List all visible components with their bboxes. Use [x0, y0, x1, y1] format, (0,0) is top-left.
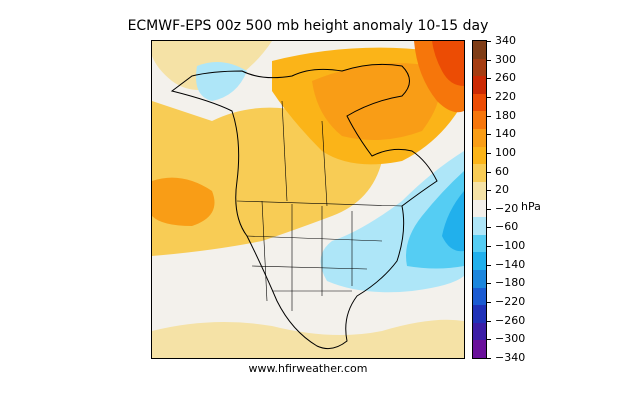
colorbar-segment — [473, 340, 486, 359]
colorbar-segment — [473, 199, 486, 218]
colorbar-segment — [473, 322, 486, 341]
colorbar-segment — [473, 164, 486, 183]
colorbar-segment — [473, 252, 486, 271]
colorbar-unit: hPa — [521, 200, 541, 213]
colorbar-tick-label: 260 — [487, 72, 516, 84]
colorbar-segment — [473, 146, 486, 165]
colorbar-segment — [473, 93, 486, 112]
colorbar-tick-label: 100 — [487, 146, 516, 159]
colorbar-tick-label: 300 — [487, 53, 516, 66]
boundary-lines — [236, 100, 403, 311]
colorbar-segment — [473, 269, 486, 289]
colorbar-tick-label: 140 — [487, 128, 516, 140]
anomaly-map — [151, 40, 465, 359]
colorbar — [472, 40, 487, 359]
colorbar-segment — [473, 217, 486, 236]
colorbar-segment — [473, 76, 486, 95]
colorbar-tick-label: −300 — [486, 333, 525, 345]
strong-positive-north — [312, 63, 440, 141]
colorbar-tick-label: −220 — [486, 296, 525, 308]
colorbar-tick-label: 180 — [487, 109, 516, 122]
colorbar-segment — [473, 287, 486, 306]
credit-text: www.hfirweather.com — [248, 362, 368, 375]
strong-negative-east — [442, 191, 464, 252]
colorbar-tick-label: −100 — [486, 240, 525, 252]
continent-outline — [170, 63, 438, 350]
colorbar-tick-label: −260 — [486, 314, 525, 327]
colorbar-tick-label: −140 — [486, 258, 525, 271]
colorbar-segment — [473, 181, 486, 200]
peak-positive-core — [432, 41, 464, 86]
weak-positive-south — [152, 319, 464, 358]
colorbar-segment — [473, 234, 486, 253]
colorbar-segment — [473, 111, 486, 130]
colorbar-tick-label: 60 — [487, 165, 509, 178]
colorbar-segment — [473, 305, 486, 324]
colorbar-tick-label: 20 — [487, 184, 509, 196]
chart-title: ECMWF-EPS 00z 500 mb height anomaly 10-1… — [127, 18, 489, 34]
colorbar-tick-label: −20 — [486, 202, 518, 215]
colorbar-tick-label: −180 — [486, 277, 525, 289]
colorbar-segment — [473, 41, 486, 60]
colorbar-segment — [473, 58, 486, 77]
colorbar-segment — [473, 129, 486, 148]
colorbar-tick-label: −340 — [486, 352, 525, 364]
colorbar-tick-label: −60 — [486, 221, 518, 233]
strong-positive-region-west — [152, 177, 215, 226]
weak-negative-region — [196, 62, 247, 101]
colorbar-tick-label: 220 — [487, 90, 516, 103]
colorbar-tick-label: 340 — [487, 35, 516, 47]
